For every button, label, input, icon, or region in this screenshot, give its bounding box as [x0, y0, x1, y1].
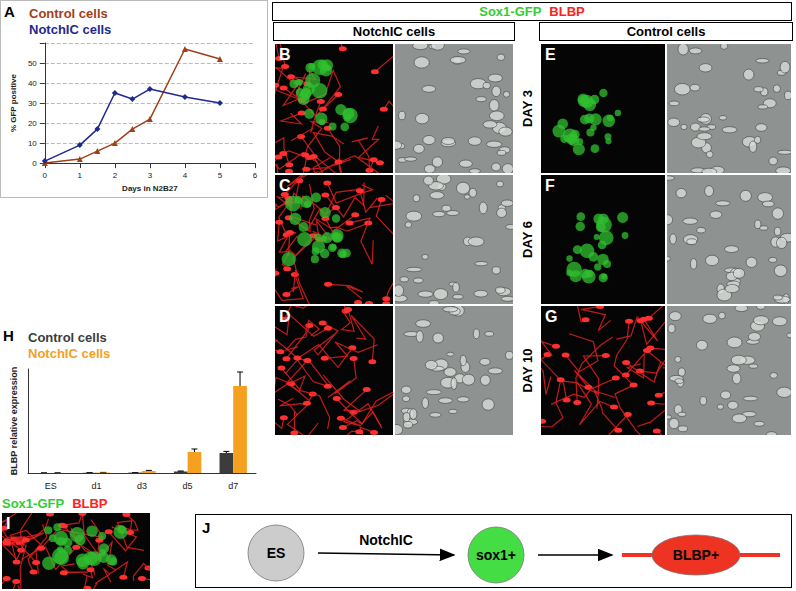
- svg-text:d3: d3: [137, 481, 147, 491]
- svg-text:A: A: [4, 3, 15, 20]
- svg-text:ES: ES: [45, 481, 57, 491]
- svg-text:H: H: [3, 327, 14, 344]
- svg-text:5: 5: [218, 171, 223, 180]
- svg-text:NotchIC cells: NotchIC cells: [29, 22, 111, 37]
- svg-text:1: 1: [78, 171, 83, 180]
- html-text:F: F: [545, 177, 555, 194]
- html-text:Control cells: Control cells: [626, 24, 706, 39]
- svg-text:0: 0: [32, 159, 37, 168]
- svg-text:Control cells: Control cells: [29, 6, 108, 21]
- svg-text:0: 0: [43, 171, 48, 180]
- html-text:BLBP: BLBP: [72, 496, 108, 511]
- svg-text:d7: d7: [228, 481, 238, 491]
- svg-text:d5: d5: [183, 481, 193, 491]
- svg-text:6: 6: [253, 171, 258, 180]
- svg-text:BLBP+: BLBP+: [673, 547, 719, 563]
- svg-text:40: 40: [28, 79, 37, 88]
- svg-text:50: 50: [28, 59, 37, 68]
- html-text:BLBP: BLBP: [549, 4, 585, 19]
- html-text:B: B: [279, 46, 291, 63]
- svg-text:sox1+: sox1+: [476, 547, 516, 563]
- svg-text:BLBP relative expression: BLBP relative expression: [9, 367, 19, 475]
- svg-text:3: 3: [148, 171, 153, 180]
- html-text:DAY 3: DAY 3: [519, 90, 535, 127]
- svg-text:10: 10: [28, 139, 37, 148]
- svg-text:30: 30: [28, 99, 37, 108]
- html-text:G: G: [545, 308, 558, 325]
- svg-text:20: 20: [28, 119, 37, 128]
- html-text:E: E: [545, 46, 556, 63]
- html-text:DAY 10: DAY 10: [519, 348, 535, 393]
- svg-text:2: 2: [113, 171, 118, 180]
- svg-text:NotchIC cells: NotchIC cells: [28, 346, 110, 361]
- svg-text:4: 4: [183, 171, 188, 180]
- html-text:D: D: [279, 308, 291, 325]
- svg-text:NotchIC: NotchIC: [359, 532, 413, 548]
- svg-text:Control cells: Control cells: [28, 330, 107, 345]
- html-text:Sox1-GFP: Sox1-GFP: [479, 4, 542, 19]
- svg-text:J: J: [202, 519, 210, 536]
- svg-text:% GFP positive: % GFP positive: [9, 73, 18, 132]
- svg-text:Days in N2B27: Days in N2B27: [122, 184, 178, 193]
- html-text:DAY 6: DAY 6: [519, 221, 535, 258]
- html-text:Sox1-GFP: Sox1-GFP: [2, 496, 65, 511]
- html-text:I: I: [6, 515, 11, 532]
- html-text:C: C: [279, 177, 291, 194]
- svg-text:ES: ES: [267, 545, 286, 561]
- html-text:NotchIC cells: NotchIC cells: [352, 24, 436, 39]
- svg-text:d1: d1: [91, 481, 101, 491]
